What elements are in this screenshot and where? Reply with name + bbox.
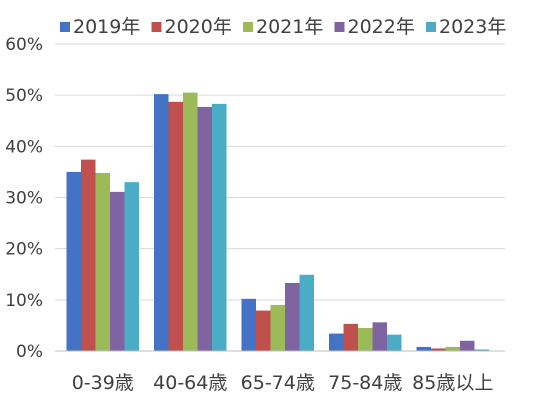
bar-3-4 [358,327,373,351]
bar-3-3 [270,304,285,351]
bar-2-5 [431,348,446,351]
bar-5-5 [474,349,489,351]
bar-1-3 [241,298,256,351]
legend-swatch [334,22,345,32]
x-tick-label: 85歳以上 [412,372,493,394]
legend-swatch [243,22,253,32]
bar-4-1 [110,191,125,351]
y-tick-label: 40% [5,137,43,157]
bars [66,92,489,352]
bar-2-4 [343,323,358,351]
bar-4-4 [372,322,387,351]
bar-2-2 [168,101,183,352]
legend-label: 2020年 [165,16,232,38]
bar-5-3 [299,274,314,351]
bar-3-2 [183,92,198,351]
bar-4-5 [460,340,475,351]
x-axis-ticks: 0-39歳 40-64歳 65-74歳 75-84歳 85歳以上 [72,372,494,394]
x-tick-label: 0-39歳 [72,372,134,394]
y-axis-ticks: 0% 10% 20% 30% 40% 50% 60% [5,35,43,362]
x-tick-label: 65-74歳 [241,372,315,394]
legend-label: 2022年 [348,16,415,38]
bar-5-2 [212,103,227,352]
legend: 2019年 2020年 2021年 2022年 2023年 [60,16,506,38]
bar-1-5 [416,346,431,351]
y-tick-label: 60% [5,35,43,55]
legend-swatch [151,22,162,32]
bar-3-5 [445,346,460,351]
y-tick-label: 50% [5,86,43,106]
x-tick-label: 75-84歳 [328,372,402,394]
bar-2-3 [256,310,271,351]
y-tick-label: 10% [5,291,43,311]
y-tick-label: 20% [5,240,43,260]
y-tick-label: 30% [5,189,43,209]
legend-label: 2019年 [73,16,140,38]
bar-1-1 [66,171,81,351]
bar-4-2 [197,106,212,351]
bar-1-2 [154,94,169,351]
bar-5-1 [124,182,139,351]
legend-label: 2023年 [439,16,506,38]
bar-3-1 [95,172,110,351]
y-tick-label: 0% [16,342,43,362]
legend-swatch [60,22,70,32]
bar-4-3 [285,282,300,351]
bar-5-4 [387,334,402,351]
bar-2-1 [81,159,96,351]
legend-swatch [426,22,436,32]
bar-1-4 [329,333,344,351]
legend-label: 2021年 [256,16,323,38]
x-tick-label: 40-64歳 [153,372,227,394]
